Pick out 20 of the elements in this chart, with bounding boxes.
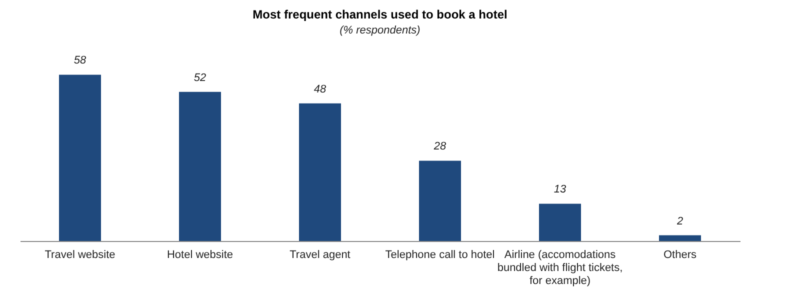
bar (659, 235, 701, 241)
data-label: 52 (194, 72, 206, 84)
x-tick-label: Telephone call to hotel (385, 249, 495, 261)
data-label: 13 (554, 184, 567, 196)
data-label: 58 (74, 54, 87, 67)
x-tick-label: Airline (accomodations bundled with flight tickets, for example) (497, 249, 623, 287)
data-label: 48 (314, 83, 327, 96)
bar (179, 92, 221, 241)
data-label: 2 (676, 215, 684, 228)
x-tick-label: Others (663, 249, 698, 261)
bar (299, 103, 341, 241)
x-tick-label: Hotel website (166, 249, 234, 261)
bar (59, 74, 101, 241)
bar (419, 160, 461, 241)
data-label: 28 (432, 140, 447, 153)
x-tick-label: Travel website (44, 249, 116, 261)
x-tick-label: Travel agent (290, 249, 350, 261)
chart-title: Most frequent channels used to book a hotel (252, 8, 508, 22)
chart-subtitle: (% respondents) (340, 24, 421, 37)
bar (539, 204, 581, 241)
